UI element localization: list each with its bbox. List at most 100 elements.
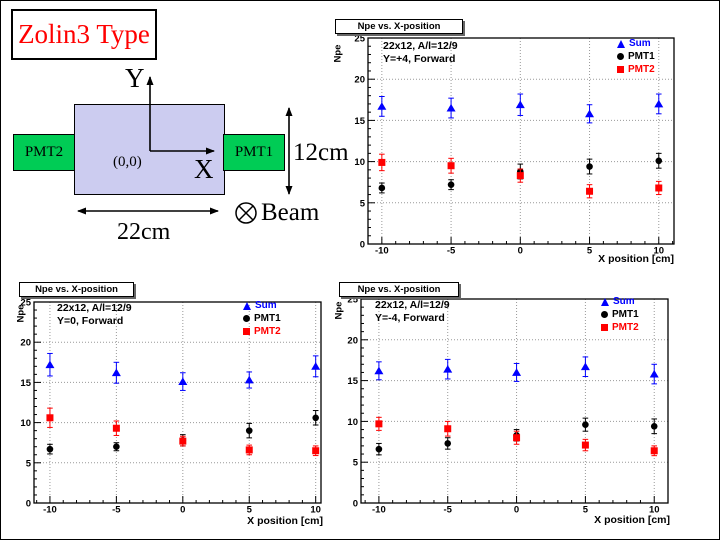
legend-item-pmt1: PMT1 — [243, 312, 281, 325]
chart-title: Npe vs. X-position — [19, 282, 134, 297]
data-point — [375, 445, 383, 453]
height-dimension-label: 12cm — [293, 139, 349, 166]
data-point — [245, 427, 253, 434]
data-point — [586, 163, 593, 170]
legend-item-pmt1: PMT1 — [617, 50, 655, 63]
pmt1-box: PMT1 — [223, 134, 285, 171]
x-axis-label: X — [194, 154, 214, 184]
x-tick-label: -10 — [375, 246, 389, 257]
data-point — [377, 102, 387, 110]
circle-marker-icon — [601, 311, 608, 318]
pmt1-label: PMT1 — [234, 144, 274, 160]
y-tick-label: 10 — [20, 418, 31, 429]
y-tick-label: 25 — [20, 298, 31, 309]
legend-item-pmt1: PMT1 — [601, 308, 639, 321]
y-tick-label: 15 — [347, 376, 358, 387]
data-point — [378, 184, 386, 192]
data-point — [515, 100, 525, 109]
series-sum — [377, 93, 664, 124]
legend-item-sum: Sum — [243, 299, 277, 312]
data-point — [582, 421, 589, 428]
data-point — [447, 162, 455, 170]
data-point — [111, 368, 121, 377]
y-tick-label: 0 — [26, 499, 31, 510]
y-tick-label: 5 — [360, 198, 366, 209]
pmt2-box: PMT2 — [13, 134, 75, 171]
page-title-box: Zolin3 Type — [11, 9, 157, 60]
legend-item-sum: Sum — [601, 295, 635, 308]
y-tick-label: 15 — [20, 378, 31, 389]
data-point — [586, 187, 594, 195]
data-point — [312, 414, 319, 422]
x-axis-title: X position [cm] — [594, 514, 670, 526]
triangle-marker-icon — [601, 297, 609, 306]
y-tick-label: 20 — [20, 338, 31, 349]
data-point — [585, 109, 595, 118]
x-tick-label: -5 — [447, 246, 456, 257]
data-point — [112, 424, 120, 432]
chart-title: Npe vs. X-position — [339, 282, 459, 297]
page-title: Zolin3 Type — [18, 19, 150, 49]
x-axis-title: X position [cm] — [598, 253, 674, 265]
y-axis-title: Npe — [333, 301, 345, 320]
y-tick-label: 15 — [354, 116, 365, 127]
x-tick-label: 10 — [310, 505, 321, 516]
data-point — [179, 437, 187, 445]
x-tick-label: 0 — [514, 505, 519, 516]
data-point — [245, 446, 253, 454]
chart-plot-y-plus4: -10 -5 0 5 10 0 5 10 15 20 25 — [354, 34, 675, 257]
x-tick-label: 0 — [518, 246, 523, 257]
data-point — [516, 172, 524, 180]
series-pmt1 — [375, 417, 658, 456]
chart-plot-y-minus4: -10 -5 0 5 10 0 5 10 15 20 25 — [347, 295, 669, 516]
chart-title: Npe vs. X-position — [335, 19, 463, 34]
square-marker-icon — [243, 328, 250, 335]
data-point — [443, 364, 453, 373]
data-point — [655, 184, 663, 192]
y-axis-label: Y — [125, 63, 145, 93]
chart-annotation: 22x12, A/l=12/9 Y=0, Forward — [57, 302, 132, 327]
y-tick-label: 0 — [353, 499, 358, 510]
chart-annotation: 22x12, A/l=12/9 Y=-4, Forward — [375, 299, 450, 324]
data-point — [447, 181, 455, 188]
data-point — [513, 434, 521, 442]
series-pmt2 — [378, 153, 663, 199]
legend-item-sum: Sum — [617, 37, 651, 50]
data-point — [654, 99, 664, 108]
y-tick-label: 10 — [354, 157, 365, 168]
width-dimension-label: 22cm — [117, 219, 171, 245]
data-point — [580, 362, 590, 371]
series-sum — [45, 352, 321, 391]
data-point — [650, 422, 658, 430]
legend-item-pmt2: PMT2 — [601, 321, 639, 334]
circle-marker-icon — [243, 315, 250, 322]
data-point — [46, 414, 54, 422]
data-point — [178, 377, 188, 385]
data-point — [46, 445, 54, 453]
legend-item-pmt2: PMT2 — [617, 63, 655, 76]
x-tick-label: -5 — [112, 505, 121, 516]
x-tick-label: 5 — [587, 246, 593, 257]
square-marker-icon — [601, 324, 608, 331]
data-point — [374, 366, 384, 375]
data-point — [378, 158, 386, 166]
data-point — [446, 103, 456, 112]
series-pmt1 — [46, 410, 319, 455]
x-tick-label: 0 — [180, 505, 185, 516]
series-sum — [374, 356, 659, 385]
circle-marker-icon — [617, 53, 624, 60]
data-point — [45, 360, 55, 369]
triangle-marker-icon — [617, 39, 625, 48]
data-point — [444, 425, 452, 433]
y-axis-title: Npe — [15, 304, 27, 323]
data-point — [312, 447, 320, 455]
y-tick-label: 10 — [347, 417, 358, 428]
triangle-marker-icon — [243, 301, 251, 310]
origin-label: (0,0) — [113, 154, 142, 170]
x-tick-label: 5 — [247, 505, 253, 516]
chart-frame — [33, 301, 322, 504]
x-tick-label: -5 — [444, 505, 453, 516]
y-tick-label: 20 — [354, 75, 365, 86]
